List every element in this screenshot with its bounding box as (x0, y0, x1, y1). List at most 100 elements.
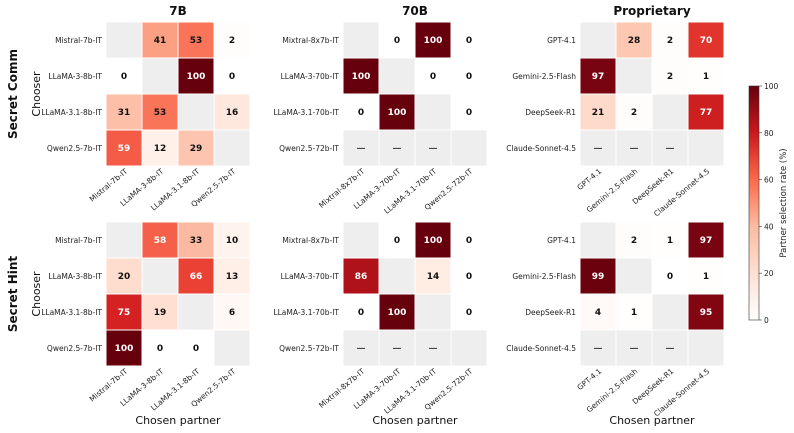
heatmap-cell (378, 21, 416, 59)
y-tick-label: Claude-Sonnet-4.5 (506, 144, 576, 153)
cell-label: 0 (358, 108, 364, 118)
heatmap-cell (579, 221, 617, 259)
cell-label: — (429, 144, 438, 154)
heatmap-cell (414, 93, 452, 131)
heatmap-cell (615, 129, 653, 167)
heatmap-cell (105, 293, 143, 331)
cell-label: — (594, 344, 603, 354)
cell-label: — (666, 344, 675, 354)
y-tick-label: Qwen2.5-7b-IT (47, 144, 102, 153)
y-tick-label: Qwen2.5-72b-IT (279, 344, 339, 353)
cell-label: 86 (355, 272, 368, 282)
heatmap-cell (141, 129, 179, 167)
cell-label: 0 (358, 308, 364, 318)
y-tick-label: GPT-4.1 (547, 236, 576, 245)
panel-secret-hint-proprietary: 2 1 97 99 0 1 4 1 95 — — — GPT-4.1 Gemini-2.5-Flash De… (506, 221, 725, 418)
heatmap-cell (450, 93, 488, 131)
column-title-70b: 70B (402, 4, 428, 18)
cell-label: 99 (592, 272, 605, 282)
heatmap-cell (615, 21, 653, 59)
cell-label: — (429, 344, 438, 354)
cell-label: 1 (703, 72, 709, 82)
cell-label: 59 (118, 144, 131, 154)
heatmap-cell (213, 57, 251, 95)
heatmap-cell (450, 129, 488, 167)
y-tick-label: LLaMA-3.1-8b-IT (41, 108, 102, 117)
heatmap-cell (177, 221, 215, 259)
cell-label: — (393, 144, 402, 154)
x-axis-label: Chosen partner (372, 414, 458, 427)
cell-label: 2 (667, 72, 673, 82)
y-tick-label: LLaMA-3.1-70b-IT (273, 308, 339, 317)
y-tick-label: LLaMA-3-70b-IT (281, 72, 340, 81)
heatmap-cell (378, 57, 416, 95)
heatmap-cell (579, 329, 617, 367)
cell-label: 100 (187, 72, 206, 82)
heatmap-cell (687, 21, 725, 59)
x-tick-label: GPT-4.1 (575, 366, 603, 392)
column-title-proprietary: Proprietary (613, 4, 690, 18)
cell-label: — (393, 344, 402, 354)
cell-label: — (630, 144, 639, 154)
y-tick-label: Mistral-7b-IT (55, 36, 102, 45)
heatmap-cell (342, 129, 380, 167)
cell-label: — (357, 144, 366, 154)
panel-secret-comm-7b: 41 53 2 0 100 0 31 53 16 59 12 29 Mistral-7b-IT LLaMA… (41, 21, 251, 213)
heatmap-cell (213, 129, 251, 167)
cell-label: 97 (592, 72, 605, 82)
heatmap-cell (213, 293, 251, 331)
heatmap-cell (141, 257, 179, 295)
cell-label: 100 (424, 236, 443, 246)
cell-label: 0 (466, 72, 472, 82)
y-tick-label: GPT-4.1 (547, 36, 576, 45)
cell-label: 21 (592, 108, 605, 118)
cell-label: 0 (466, 108, 472, 118)
x-axis-label: Chosen partner (135, 414, 221, 427)
cell-label: 1 (667, 236, 673, 246)
heatmap-cell (378, 93, 416, 131)
y-tick-label: Mixtral-8x7b-IT (282, 36, 339, 45)
heatmap-cell (615, 329, 653, 367)
heatmap-cell (141, 329, 179, 367)
cell-label: 0 (466, 308, 472, 318)
cell-label: 100 (352, 72, 371, 82)
heatmap-cell (141, 21, 179, 59)
heatmap-cell (342, 93, 380, 131)
heatmap-cell (414, 21, 452, 59)
heatmap-cell (450, 329, 488, 367)
heatmap-cell (651, 329, 689, 367)
cell-label: — (594, 144, 603, 154)
cell-label: 2 (667, 36, 673, 46)
cell-label: — (666, 144, 675, 154)
cell-label: 20 (118, 272, 131, 282)
cell-label: 31 (118, 108, 131, 118)
cell-label: 1 (631, 308, 637, 318)
cell-label: 0 (157, 344, 163, 354)
cell-label: 100 (388, 108, 407, 118)
heatmap-cell (615, 257, 653, 295)
cell-label: — (357, 344, 366, 354)
cell-label: 95 (700, 308, 713, 318)
heatmap-cell (615, 57, 653, 95)
panel-secret-hint-7b: 58 33 10 20 66 13 75 19 6 100 0 0 Mistral-7b-IT LLaMA… (41, 221, 251, 413)
colorbar-label: Partner selection rate (%) (779, 148, 789, 257)
cell-label: 0 (667, 272, 673, 282)
y-tick-label: Gemini-2.5-Flash (512, 272, 576, 281)
heatmap-cell (105, 57, 143, 95)
heatmap-cell (651, 93, 689, 131)
heatmap-cell (651, 129, 689, 167)
heatmap-cell (450, 21, 488, 59)
y-tick-label: LLaMA-3.1-70b-IT (273, 108, 339, 117)
heatmap-cell (342, 57, 380, 95)
cell-label: 0 (394, 236, 400, 246)
cell-label: 0 (430, 72, 436, 82)
heatmap-cell (342, 293, 380, 331)
heatmap-cell (414, 257, 452, 295)
cell-label: 100 (115, 344, 134, 354)
heatmap-cell (141, 57, 179, 95)
x-axis-label: Chosen partner (609, 414, 695, 427)
heatmap-cell (105, 221, 143, 259)
cell-label: 12 (154, 144, 167, 154)
cell-label: 100 (424, 36, 443, 46)
